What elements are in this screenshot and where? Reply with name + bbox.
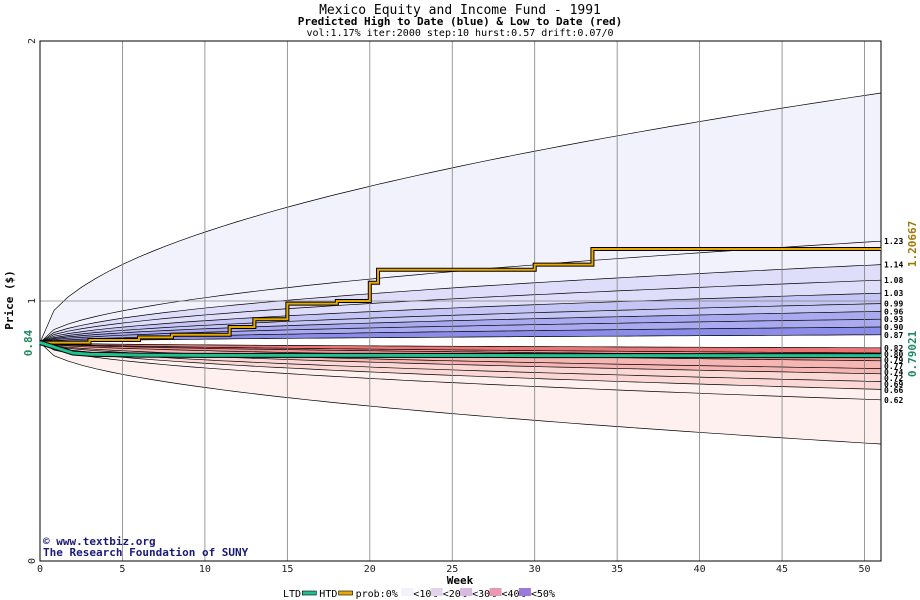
- htd-band: [40, 93, 881, 343]
- htd-band: [40, 303, 881, 343]
- x-tick-label: 15: [281, 564, 293, 575]
- htd-percentile-line: [39, 92, 882, 343]
- percentile-end-label: 0.79: [884, 356, 903, 365]
- x-tick-label: 50: [858, 564, 870, 575]
- percentile-end-label: 0.96: [884, 307, 903, 316]
- x-tick-label: 30: [529, 564, 541, 575]
- x-tick-label: 35: [611, 564, 623, 575]
- x-tick-label: 10: [199, 564, 211, 575]
- htd-band: [40, 311, 881, 343]
- percentile-end-label: 0.90: [884, 323, 903, 332]
- htd-percentile-line: [39, 264, 882, 343]
- percentile-end-label: 0.93: [884, 315, 903, 324]
- low-to-date-label: 0.79021: [906, 330, 919, 377]
- percentile-end-label: 0.69: [884, 380, 903, 389]
- percentile-end-label: 0.74: [884, 368, 903, 377]
- percentile-end-label: 0.82: [884, 344, 903, 353]
- legend: LTD HTD prob:0% <10% <20% <30% <40% <50%: [283, 588, 555, 600]
- x-axis-label: Week: [447, 574, 474, 587]
- percentile-end-label: 0.77: [884, 362, 903, 371]
- high-to-date-label: 1.20667: [906, 221, 919, 267]
- plot-area: 0 5 10 15 20 25 30 35 40 45 50 0 1 2 1.23 1.14 1.08 1.03 0…: [27, 38, 903, 575]
- htd-band: [40, 319, 881, 343]
- chart-title: Mexico Equity and Income Fund - 1991: [319, 3, 601, 18]
- percentile-end-label: 0.66: [884, 386, 903, 395]
- ltd-percentile-line: [39, 342, 882, 445]
- percentile-end-label: 1.23: [884, 237, 903, 246]
- legend-label: <50%: [531, 589, 555, 600]
- y-tick-label: 2: [27, 38, 38, 44]
- plot-frame: [39, 40, 882, 562]
- htd-percentile-line: [39, 292, 882, 343]
- percentile-end-label: 0.72: [884, 374, 903, 383]
- legend-swatch-line: [301, 590, 317, 596]
- percentile-end-label: 1.08: [884, 276, 903, 285]
- legend-swatch: [489, 588, 502, 596]
- legend-label: <40%: [502, 589, 526, 600]
- percentile-end-label: 1.14: [884, 261, 903, 270]
- x-tick-label: 0: [37, 564, 43, 575]
- htd-band: [40, 264, 881, 343]
- legend-swatch: [430, 588, 443, 596]
- legend-label: HTD: [319, 589, 337, 600]
- htd-band: [40, 293, 881, 343]
- htd-band: [40, 241, 881, 343]
- htd-band: [40, 280, 881, 343]
- x-tick-label: 25: [446, 564, 458, 575]
- legend-label: <20%: [443, 589, 467, 600]
- ltd-percentile-line: [39, 342, 882, 382]
- htd-percentile-line: [39, 303, 882, 343]
- legend-swatch-line: [338, 590, 353, 596]
- ltd-percentile-line: [39, 342, 882, 354]
- percentile-end-label: 1.03: [884, 289, 903, 298]
- legend-swatch: [401, 588, 414, 596]
- ltd-band: [40, 342, 881, 444]
- percentile-end-label: 0.99: [884, 300, 903, 309]
- htd-percentile-line: [39, 279, 882, 343]
- ltd-band: [40, 342, 881, 374]
- legend-label: <10%: [413, 589, 437, 600]
- legend-swatch: [460, 588, 473, 596]
- x-tick-label: 20: [364, 564, 376, 575]
- legend-swatch: [518, 588, 531, 596]
- credit-organization: The Research Foundation of SUNY: [43, 546, 249, 559]
- percentile-end-label: 0.62: [884, 396, 903, 405]
- percentile-end-label: 0.87: [884, 331, 903, 340]
- htd-percentile-line: [39, 334, 882, 343]
- y-tick-label: 1: [27, 298, 38, 304]
- ltd-percentile-line: [39, 342, 882, 390]
- ltd-percentile-line: [39, 342, 881, 349]
- legend-label: prob:0%: [356, 589, 398, 600]
- ltd-band: [40, 342, 881, 356]
- chart-parameters: vol:1.17% iter:2000 step:10 hurst:0.57 d…: [306, 28, 613, 39]
- ltd-series-line: [39, 341, 881, 358]
- legend-label: LTD: [283, 589, 301, 600]
- ltd-band: [40, 342, 881, 400]
- ltd-band: [40, 342, 881, 390]
- credit-url: © www.textbiz.org: [43, 535, 156, 548]
- copyright-symbol: ©: [43, 535, 50, 548]
- x-tick-label: 5: [119, 564, 125, 575]
- legend-label: <30%: [472, 589, 496, 600]
- percentile-end-label: 0.80: [884, 350, 903, 359]
- ltd-band: [40, 342, 881, 382]
- x-tick-label: 40: [694, 564, 706, 575]
- ltd-percentile-line: [39, 342, 882, 401]
- htd-percentile-line: [39, 311, 882, 343]
- x-tick-label: 45: [776, 564, 788, 575]
- htd-series-line: [40, 248, 881, 344]
- credit: © www.textbiz.org The Research Foundatio…: [43, 535, 249, 559]
- chart-subtitle: Predicted High to Date (blue) & Low to D…: [298, 15, 623, 28]
- start-price-label: 0.84: [22, 329, 35, 356]
- y-tick-label: 0: [27, 558, 38, 564]
- y-axis-label: Price ($): [3, 270, 16, 330]
